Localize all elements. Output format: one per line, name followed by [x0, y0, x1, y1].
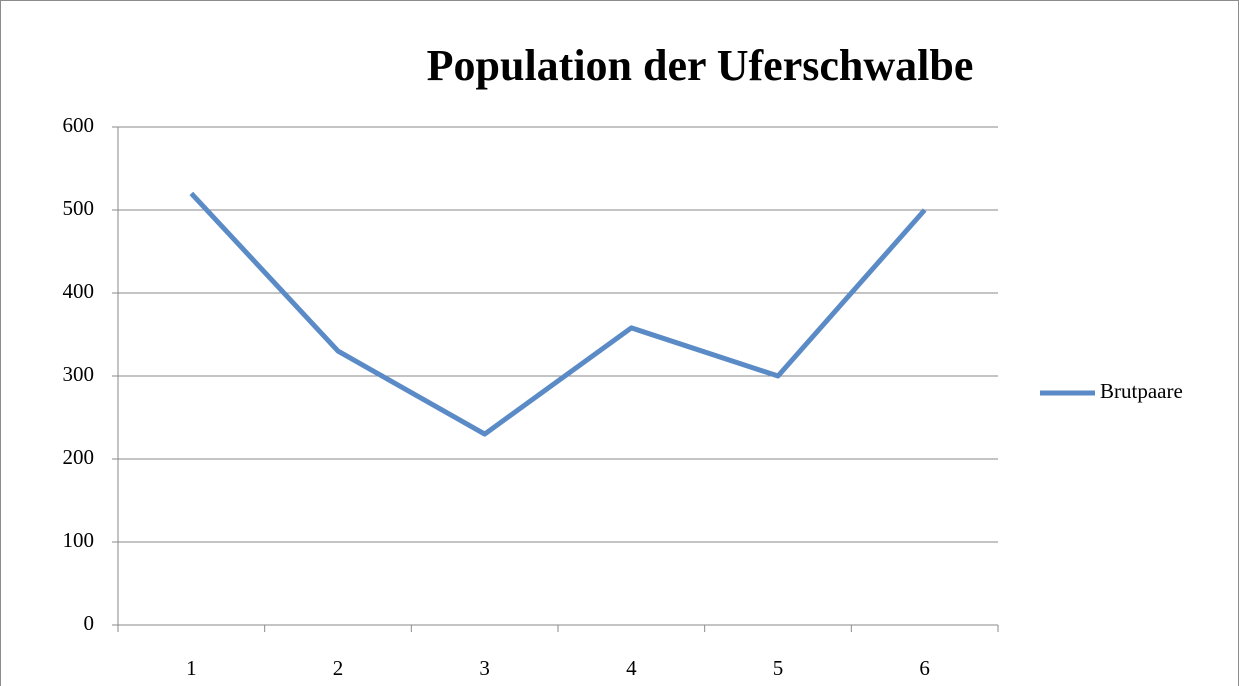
x-tick-label: 1 — [186, 656, 197, 680]
x-tick-label: 3 — [479, 656, 490, 680]
y-tick-label: 600 — [63, 113, 95, 137]
chart-title: Population der Uferschwalbe — [427, 41, 974, 90]
legend-label: Brutpaare — [1100, 379, 1183, 403]
x-tick-label: 6 — [919, 656, 930, 680]
data-line — [189, 191, 927, 437]
y-tick-label: 300 — [63, 362, 95, 386]
x-tick-label: 2 — [333, 656, 344, 680]
y-tick-label: 100 — [63, 528, 95, 552]
y-tick-label: 400 — [63, 279, 95, 303]
x-tick-label: 4 — [626, 656, 637, 680]
y-tick-label: 500 — [63, 196, 95, 220]
x-tick-label: 5 — [773, 656, 784, 680]
y-tick-label: 0 — [84, 611, 95, 635]
y-tick-label: 200 — [63, 445, 95, 469]
